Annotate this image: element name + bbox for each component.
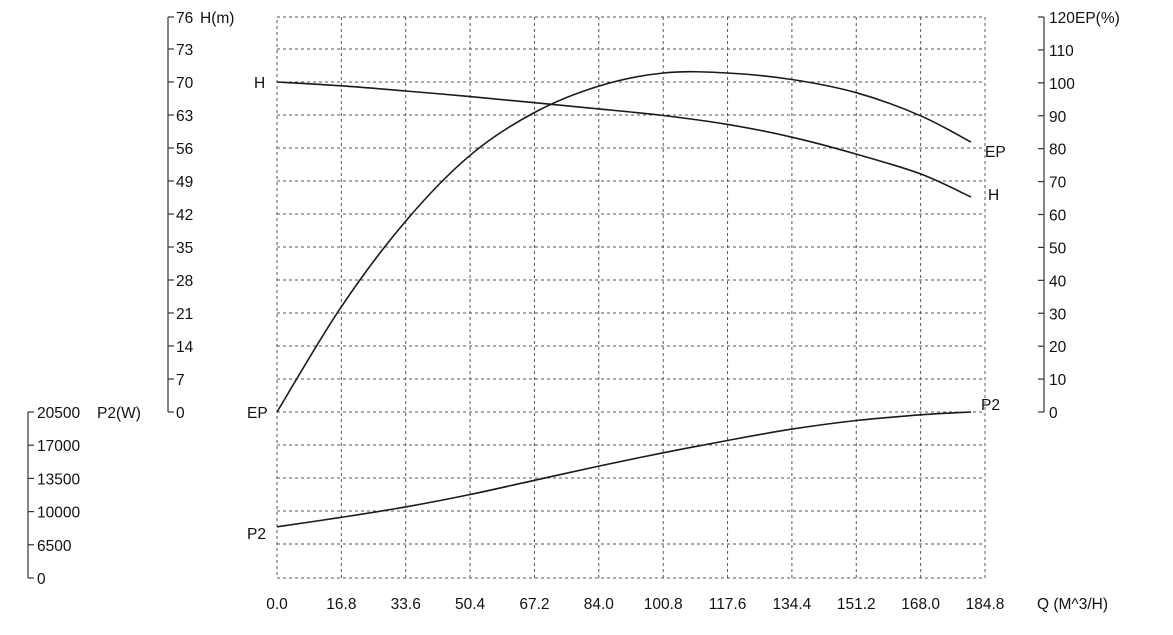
curve-h [276,81,972,198]
ep-tick-label: 0 [1049,405,1058,422]
grid [276,16,986,579]
p2-axis-label: P2(W) [97,405,141,422]
ep-tick-label: 20 [1049,339,1067,356]
p2-tick-label: 10000 [37,505,80,522]
x-tick-label: 151.2 [837,596,876,613]
h-tick-label: 0 [176,405,185,422]
h-tick-label: 28 [176,273,193,290]
curve-label-h-end: H [988,187,999,204]
curve-label-p2-end: P2 [981,397,1000,414]
curve-label-ep-start: EP [247,405,268,422]
h-tick-label: 42 [176,207,193,224]
x-tick-label: 168.0 [901,596,940,613]
ep-tick-label: 60 [1049,208,1067,225]
x-tick-label: 100.8 [644,596,683,613]
curve-label-ep-end: EP [985,144,1006,161]
h-axis-label: H(m) [200,10,234,27]
x-tick-label: 16.8 [326,596,356,613]
x-tick-label: 67.2 [519,596,549,613]
h-tick-label: 21 [176,306,193,323]
curve-label-p2-start: P2 [247,526,266,543]
ep-tick-label: 70 [1049,175,1067,192]
grid-frame [276,16,986,579]
p2-tick-label: 6500 [37,538,72,555]
curve-label-h-start: H [254,75,265,92]
x-tick-label: 117.6 [709,596,747,613]
ep-tick-label: 50 [1049,240,1067,257]
p2-tick-label: 17000 [37,438,80,455]
h-tick-label: 56 [176,141,193,158]
ep-tick-label: 40 [1049,273,1067,290]
labels: 0.0 16.8 33.6 50.4 67.2 84.0 100.8 117.6 134.4 15… [37,10,1120,613]
ep-tick-label: 80 [1049,142,1067,159]
ep-tick-label: 120 [1049,10,1075,27]
ep-tick-label: 110 [1049,43,1074,60]
curve-p2 [276,411,972,528]
x-tick-label: 50.4 [455,596,486,613]
p2-tick-label: 20500 [37,405,80,422]
ep-tick-label: 10 [1049,372,1067,389]
x-tick-label: 33.6 [391,596,421,613]
h-tick-label: 70 [176,75,194,92]
axes [27,16,1045,579]
h-tick-label: 35 [176,240,193,257]
h-tick-label: 73 [176,42,193,59]
p2-tick-label: 0 [37,571,46,588]
curves [276,70,972,528]
x-tick-label: 0.0 [266,596,288,613]
p2-tick-label: 13500 [37,471,80,488]
x-axis-label: Q (M^3/H) [1037,596,1108,613]
h-tick-label: 76 [176,10,193,27]
x-tick-label: 184.8 [966,596,1005,613]
ep-tick-label: 90 [1049,109,1067,126]
h-tick-label: 7 [176,372,185,389]
h-tick-label: 63 [176,108,193,125]
h-tick-label: 14 [176,339,194,356]
curve-ep [276,70,972,413]
h-tick-label: 49 [176,174,193,191]
ep-axis-label: EP(%) [1075,10,1120,27]
ep-tick-label: 30 [1049,306,1067,323]
ep-tick-label: 100 [1049,76,1075,93]
x-tick-label: 84.0 [584,596,615,613]
x-tick-label: 134.4 [773,596,812,613]
